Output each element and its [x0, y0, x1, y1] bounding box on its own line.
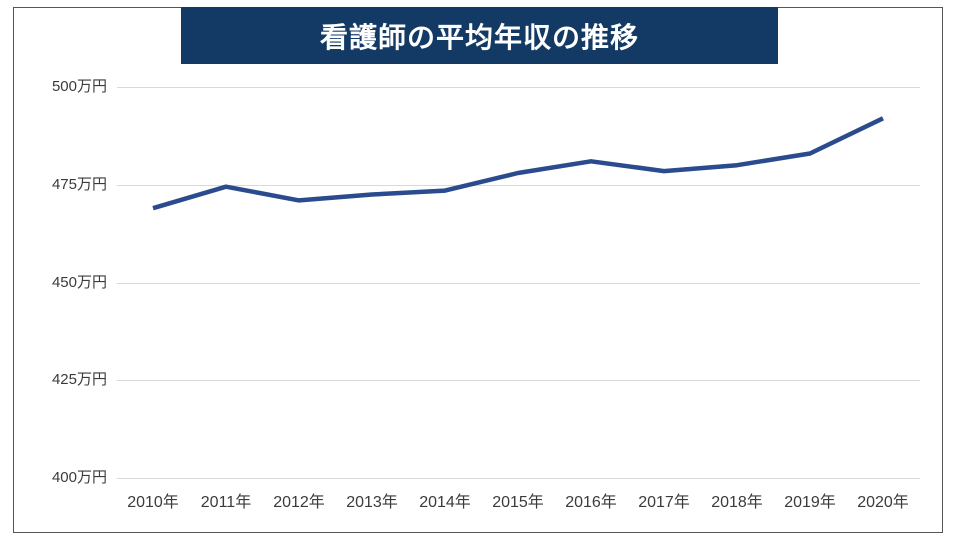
- gridline-475: [117, 185, 920, 186]
- x-tick-label: 2014年: [419, 494, 471, 511]
- x-tick-label: 2010年: [127, 494, 179, 511]
- x-tick-label: 2020年: [857, 494, 909, 511]
- x-tick-label: 2018年: [711, 494, 763, 511]
- x-tick-label: 2013年: [346, 494, 398, 511]
- gridline-450: [117, 283, 920, 284]
- chart-border-frame: [13, 7, 943, 533]
- y-tick-label: 500万円: [51, 78, 107, 95]
- y-tick-label: 450万円: [51, 274, 107, 291]
- x-tick-label: 2016年: [565, 494, 617, 511]
- chart-title: 看護師の平均年収の推移: [319, 21, 639, 53]
- gridline-500: [117, 87, 920, 88]
- gridline-425: [117, 380, 920, 381]
- x-tick-label: 2015年: [492, 494, 544, 511]
- y-tick-label: 425万円: [51, 371, 107, 388]
- x-tick-label: 2011年: [200, 494, 252, 511]
- x-tick-label: 2012年: [273, 494, 325, 511]
- y-tick-label: 400万円: [51, 469, 107, 486]
- chart-title-banner: 看護師の平均年収の推移: [181, 7, 778, 64]
- x-tick-label: 2019年: [784, 494, 836, 511]
- gridline-400: [117, 478, 920, 479]
- y-tick-label: 475万円: [51, 176, 107, 193]
- x-tick-label: 2017年: [638, 494, 690, 511]
